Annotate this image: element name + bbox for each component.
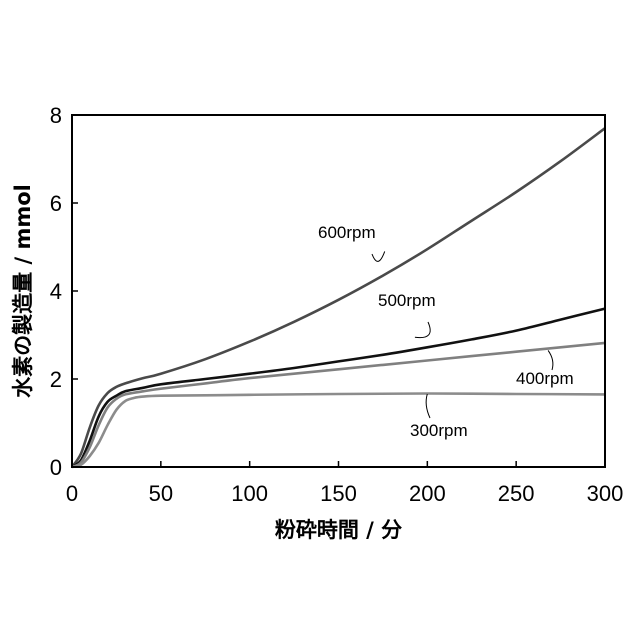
series-label-400rpm: 400rpm [516,369,574,388]
series-leader-line [548,350,553,370]
y-tick-label: 6 [50,191,62,216]
y-tick-label: 2 [50,367,62,392]
y-tick-label: 8 [50,103,62,128]
series-leader-line [426,394,430,418]
x-tick-label: 0 [66,481,78,506]
x-tick-label: 150 [320,481,357,506]
x-tick-label: 50 [149,481,173,506]
series-leader-line [372,251,385,261]
series-line-600rpm [72,128,605,467]
y-axis-title: 水素の製造量 / mmol [11,184,35,398]
series-labels-layer: 600rpm 500rpm 400rpm 300rpm [318,223,574,440]
x-tick-label: 200 [409,481,446,506]
series-label-300rpm: 300rpm [410,421,468,440]
y-tick-label: 0 [50,455,62,480]
series-line-300rpm [72,394,605,468]
series-layer [72,128,605,467]
series-label-500rpm: 500rpm [378,291,436,310]
x-tick-label: 300 [587,481,624,506]
y-tick-label: 4 [50,279,62,304]
series-label-600rpm: 600rpm [318,223,376,242]
x-tick-label: 250 [498,481,535,506]
x-tick-label: 100 [231,481,268,506]
x-axis-title: 粉砕時間 / 分 [275,518,402,542]
series-leader-line [415,322,430,338]
plot-frame [72,115,605,467]
ticks-layer: 0 50 100 150 200 250 300 0 2 4 6 8 [50,103,624,506]
